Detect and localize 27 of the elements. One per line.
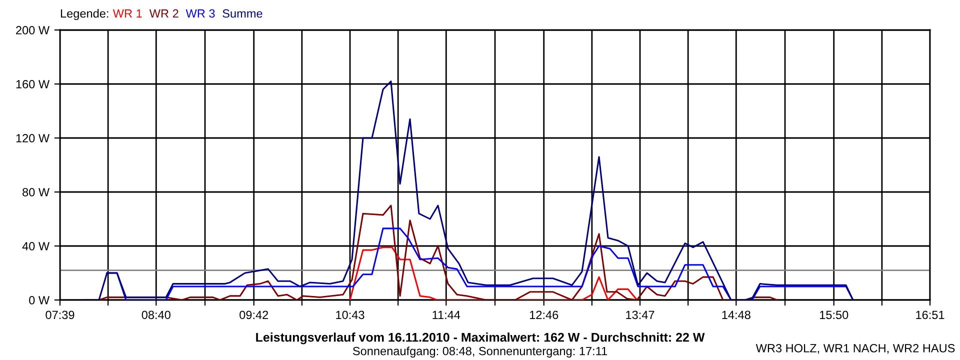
x-tick-label: 16:51 <box>916 310 944 320</box>
text: WR 1 <box>112 9 142 18</box>
x-tick-label: 14:48 <box>722 310 750 320</box>
x-tick-label: 11:44 <box>432 310 460 319</box>
line-series <box>83 80 854 300</box>
y-tick-label: 120 W <box>16 134 50 142</box>
text: Sonnenaufgang: 08:48, Sonnenuntergang: 17:11 <box>352 346 608 358</box>
text: WR 2 <box>149 9 178 18</box>
x-tick-label: 15:50 <box>820 310 848 320</box>
text: Summe <box>222 9 262 18</box>
y-tick-label: 0 W <box>29 296 50 304</box>
text: WR3 HOLZ, WR1 NACH, WR2 HAUS <box>756 344 955 354</box>
x-tick-label: 07:39 <box>46 310 74 320</box>
text: Leistungsverlauf vom 16.11.2010 - Maximalwert: 162 W - Durchschnitt: 22 W <box>256 332 705 344</box>
x-tick-label: 12:46 <box>530 310 558 320</box>
legend-title: Legende: <box>60 9 108 20</box>
y-tick-label: 80 W <box>22 188 50 196</box>
line-series <box>349 246 638 300</box>
x-tick-label: 13:47 <box>626 310 654 320</box>
text: WR 3 <box>186 9 215 18</box>
y-tick-label: 200 W <box>16 26 50 34</box>
x-tick-label: 08:40 <box>142 310 170 320</box>
line-series <box>106 228 854 300</box>
y-tick-label: 40 W <box>22 242 50 250</box>
x-tick-label: 10:43 <box>336 310 364 320</box>
y-tick-label: 160 W <box>16 80 50 88</box>
x-tick-label: 09:42 <box>240 310 268 320</box>
